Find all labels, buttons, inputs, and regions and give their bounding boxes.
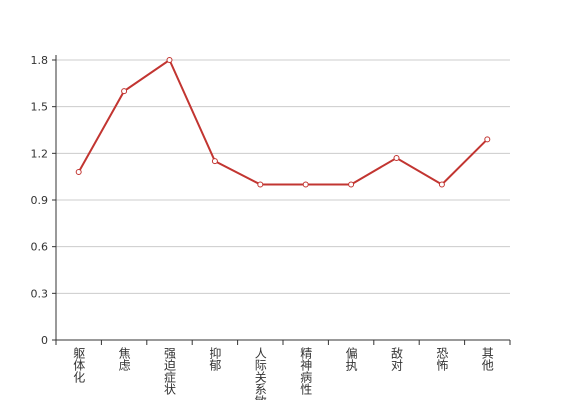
x-tick-label: 躯体化 (72, 346, 86, 384)
y-tick-label: 1.2 (31, 147, 49, 160)
point (211, 158, 218, 165)
point (348, 181, 355, 188)
point (484, 136, 491, 143)
point (257, 181, 264, 188)
x-tick-label: 其他 (480, 347, 494, 371)
point (75, 169, 82, 175)
point (302, 181, 309, 188)
y-tick-label: 0.6 (31, 241, 49, 254)
line (77, 58, 489, 186)
x-tick-label: 焦虑 (117, 347, 131, 371)
x-tick-label: 恐怖 (435, 347, 449, 371)
y-tick-label: 0.3 (31, 287, 49, 300)
point (166, 57, 173, 63)
x-tick-label: 偏执 (344, 346, 358, 372)
x-tick-label: 人际关系敏感 (253, 347, 267, 400)
x-tick-label: 抑郁 (208, 346, 222, 372)
x-tick-label: 敌对 (390, 346, 404, 371)
point (438, 181, 445, 188)
point (121, 88, 128, 95)
y-tick-label: 1.5 (31, 101, 49, 114)
x-tick-label: 强迫症状 (163, 347, 177, 395)
y-tick-label: 0.9 (31, 194, 49, 207)
y-tick-label: 1.8 (31, 54, 49, 67)
y-tick-label: 0 (41, 334, 48, 347)
x-tick-label: 精神病性 (299, 347, 313, 396)
point (393, 155, 400, 161)
